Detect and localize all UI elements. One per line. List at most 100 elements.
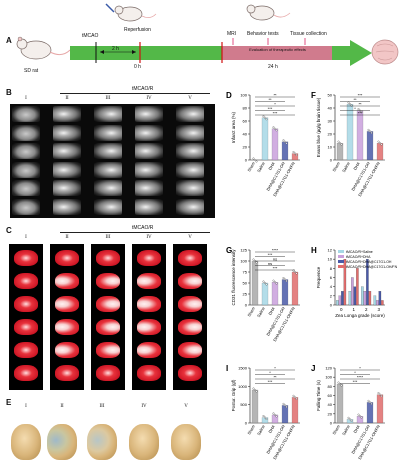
y-tick-label-f: 0 (330, 158, 333, 163)
reperfusion-label: Reperfusion (124, 27, 151, 33)
y-axis-label-f: Evans blue (µg/g brain tissue) (316, 97, 321, 157)
y-axis-label-j: Falling Time (s) (316, 380, 321, 411)
mri-group-label-2: II (65, 96, 69, 101)
data-point-f (349, 103, 351, 106)
x-tick-label-j: Saline (341, 423, 351, 436)
panel-label-c: C (6, 226, 12, 235)
y-tick-label-f: 20 (328, 132, 333, 137)
timeline-diagram (16, 3, 399, 66)
significance-label-j: * (354, 370, 356, 375)
bar-f (336, 143, 344, 161)
data-point-j (347, 416, 350, 419)
ttc-slice (96, 319, 120, 335)
legend-label-h: tMCAO/R+Saline (346, 250, 373, 254)
bar-h (351, 277, 354, 306)
x-tick-label-j: DHA (352, 424, 361, 434)
mri-slice (135, 198, 163, 215)
tissue-label: Tissue collection (290, 31, 327, 37)
panel-label-f: F (311, 91, 316, 100)
brain-group-label-3: III (99, 404, 105, 409)
data-point-j (360, 416, 363, 419)
data-point-j (359, 415, 361, 418)
legend-label-h: tMCAO/R+DHA@C17G1-OH (346, 260, 392, 264)
significance-label-d: ** (268, 97, 272, 102)
x-tick-label-g: Sham (246, 305, 256, 317)
mri-slice (135, 124, 163, 141)
rat-icon (16, 36, 71, 60)
bar-d (281, 141, 289, 161)
interval-label: 2 h (112, 46, 119, 52)
group-header-b: tMCAO/R (132, 86, 154, 92)
bar-h (353, 286, 357, 306)
bar-j (336, 383, 344, 424)
y-tick-label-f: 40 (328, 106, 333, 111)
data-point-i (264, 416, 266, 419)
bar-i (291, 397, 299, 424)
y-tick-label-i: 0 (245, 421, 248, 426)
data-point-f (339, 142, 341, 145)
brain-photo (171, 424, 201, 460)
data-point-d (282, 139, 285, 142)
data-point-g (275, 282, 278, 285)
ttc-group-label-2: II (65, 235, 69, 240)
bar-h (348, 291, 352, 306)
brain-photo (129, 424, 159, 460)
data-point-i (275, 415, 278, 418)
brain-group-label-2: II (60, 404, 64, 409)
data-point-f (347, 101, 350, 104)
data-point-d (292, 151, 295, 153)
mri-slice (12, 180, 40, 196)
zero-hour-label: 0 h (134, 64, 141, 70)
y-tick-label-j: 40 (328, 402, 333, 407)
ttc-slice (55, 342, 79, 358)
brain-group-label-4: IV (141, 404, 147, 409)
data-point-d (272, 126, 275, 129)
data-point-j (380, 395, 383, 398)
legend-swatch-h (338, 250, 344, 253)
mri-slice (53, 198, 81, 215)
ttc-slice (137, 273, 161, 289)
legend-swatch-h (338, 260, 344, 263)
y-tick-label-g: 125 (240, 248, 247, 253)
bar-i (281, 405, 289, 424)
ttc-group-label-1: I (25, 235, 27, 240)
data-point-j (377, 392, 380, 395)
mri-slice (94, 106, 122, 122)
panel-label-h: H (311, 246, 317, 255)
y-tick-label-i: 1500 (238, 366, 248, 371)
y-tick-label-g: 50 (243, 281, 248, 286)
significance-label-f: ** (358, 102, 362, 107)
data-point-i (282, 402, 285, 405)
y-tick-label-f: 10 (328, 145, 333, 150)
y-tick-label-j: 20 (328, 411, 333, 416)
panel-label-a: A (6, 36, 12, 45)
data-point-d (274, 127, 276, 130)
bar-h (343, 259, 347, 306)
group-header-line-c (60, 232, 210, 233)
y-tick-label-i: 500 (240, 402, 247, 407)
x-tick-label-i: Sham (246, 423, 256, 435)
y-tick-label-d: 40 (243, 132, 248, 137)
data-point-j (337, 381, 340, 384)
ttc-slice (96, 342, 120, 358)
bar-f (346, 103, 354, 161)
y-axis-label-g: CD31 fluorescence intensity (231, 249, 236, 306)
bar-f (366, 131, 374, 161)
ttc-slice (137, 319, 161, 335)
mri-slice (94, 161, 122, 178)
bar-d (261, 117, 269, 161)
mri-slice (53, 124, 81, 141)
hour-24-label: 24 h (268, 64, 278, 70)
x-tick-label-g: DHA (267, 306, 276, 316)
mri-slice (12, 124, 40, 141)
mri-slice (94, 143, 122, 159)
ttc-slice (96, 365, 120, 381)
brain-group-label-1: I (25, 404, 27, 409)
data-point-f (360, 111, 363, 114)
y-tick-label-i: 1000 (238, 384, 248, 389)
x-tick-label-h: 2 (365, 307, 368, 312)
significance-label-d: * (274, 102, 276, 107)
bar-h (361, 286, 364, 306)
data-point-d (275, 129, 278, 132)
x-tick-label-h: 3 (377, 307, 380, 312)
